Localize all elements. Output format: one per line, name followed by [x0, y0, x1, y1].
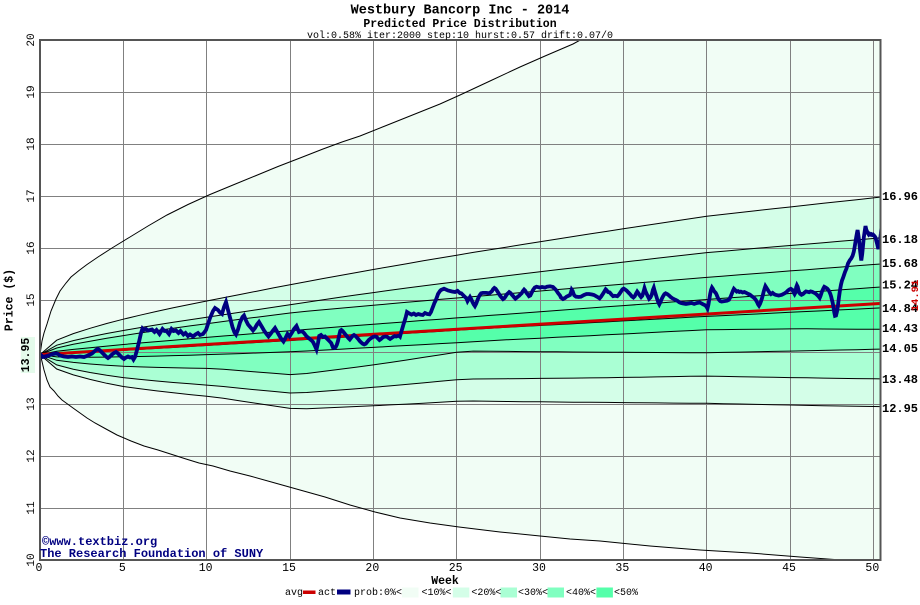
svg-text:13.95: 13.95 — [20, 338, 33, 373]
svg-text:35: 35 — [615, 562, 629, 575]
svg-text:Westbury Bancorp Inc - 2014: Westbury Bancorp Inc - 2014 — [351, 4, 570, 19]
svg-text:<30%<: <30%< — [518, 588, 548, 599]
svg-text:act: act — [318, 588, 336, 599]
svg-text:5: 5 — [119, 562, 126, 575]
svg-text:15: 15 — [282, 562, 296, 575]
svg-text:10: 10 — [26, 553, 38, 566]
svg-text:50: 50 — [865, 562, 879, 575]
svg-text:avg: avg — [285, 588, 303, 599]
svg-text:12.95: 12.95 — [882, 402, 918, 416]
svg-text:16.96: 16.96 — [882, 190, 918, 204]
svg-text:14.91: 14.91 — [910, 280, 920, 312]
svg-text:40: 40 — [699, 562, 713, 575]
svg-text:11: 11 — [26, 501, 38, 515]
svg-text:14.84: 14.84 — [882, 302, 918, 316]
svg-text:16.18: 16.18 — [882, 233, 918, 247]
svg-text:12: 12 — [26, 449, 38, 462]
svg-text:13: 13 — [26, 397, 38, 410]
svg-text:14.43: 14.43 — [882, 322, 918, 336]
svg-text:<20%<: <20%< — [471, 588, 501, 599]
svg-text:25: 25 — [449, 562, 463, 575]
svg-text:Price ($): Price ($) — [4, 269, 17, 331]
svg-text:Predicted Price Distribution: Predicted Price Distribution — [363, 18, 556, 31]
svg-text:<40%<: <40%< — [566, 588, 596, 599]
svg-text:<10%<: <10%< — [422, 588, 452, 599]
svg-text:20: 20 — [365, 562, 379, 575]
svg-text:15.24: 15.24 — [882, 279, 918, 293]
svg-text:19: 19 — [26, 85, 38, 98]
svg-text:13.48: 13.48 — [882, 373, 918, 387]
svg-text:14.05: 14.05 — [882, 342, 918, 356]
svg-text:15: 15 — [26, 293, 38, 306]
svg-text:45: 45 — [782, 562, 796, 575]
svg-text:The Research Foundation of SUN: The Research Foundation of SUNY — [40, 547, 264, 561]
svg-text:prob:0%<: prob:0%< — [354, 587, 402, 599]
svg-text:10: 10 — [199, 562, 213, 575]
svg-text:18: 18 — [26, 137, 38, 150]
svg-text:30: 30 — [532, 562, 546, 575]
svg-text:<50%: <50% — [614, 588, 638, 599]
svg-text:15.68: 15.68 — [882, 257, 918, 271]
svg-text:17: 17 — [26, 189, 38, 202]
svg-text:vol:0.58% iter:2000 step:10 hu: vol:0.58% iter:2000 step:10 hurst:0.57 d… — [307, 30, 613, 42]
svg-text:16: 16 — [26, 241, 38, 254]
svg-text:20: 20 — [26, 33, 38, 46]
svg-text:0: 0 — [36, 562, 43, 575]
svg-text:©www.textbiz.org: ©www.textbiz.org — [42, 535, 157, 549]
svg-text:Week: Week — [431, 575, 459, 588]
